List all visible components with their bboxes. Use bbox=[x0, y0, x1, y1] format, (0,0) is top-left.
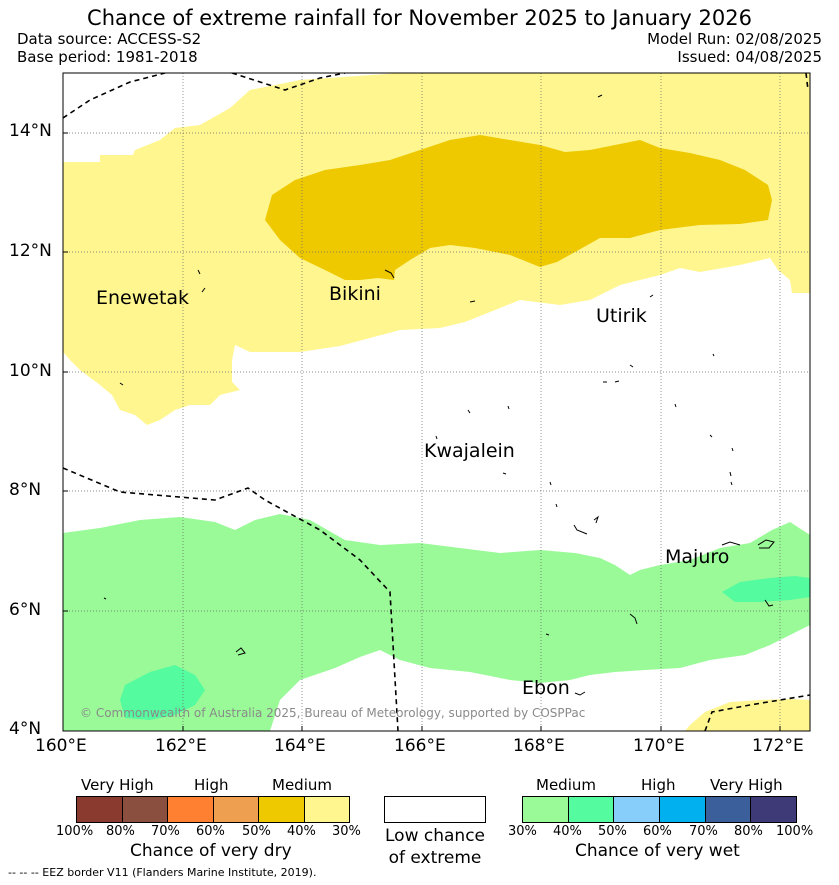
place-label-kwajalein: Kwajalein bbox=[424, 440, 515, 462]
wet-pct-label: 100% bbox=[776, 824, 814, 839]
lon-tick-label: 170°E bbox=[633, 736, 685, 756]
dry-swatch bbox=[122, 797, 168, 822]
dry-pct-label: 80% bbox=[106, 824, 135, 839]
lat-tick-label: 4°N bbox=[9, 719, 42, 739]
lon-tick-label: 166°E bbox=[394, 736, 446, 756]
place-label-utirik: Utirik bbox=[596, 305, 647, 327]
dry-colorbar bbox=[76, 796, 350, 823]
lon-tick-label: 168°E bbox=[513, 736, 565, 756]
dry-swatch bbox=[168, 797, 214, 822]
dry-level-label: Medium bbox=[272, 776, 332, 794]
page-title: Chance of extreme rainfall for November … bbox=[87, 6, 752, 30]
dry-medium-zone-south bbox=[685, 699, 810, 731]
place-label-enewetak: Enewetak bbox=[96, 287, 190, 309]
place-label-ebon: Ebon bbox=[522, 677, 570, 699]
wet-level-label: Medium bbox=[536, 776, 596, 794]
wet-pct-label: 70% bbox=[689, 824, 718, 839]
lat-tick-label: 12°N bbox=[9, 241, 52, 261]
wet-pct-label: 40% bbox=[553, 824, 582, 839]
dry-swatch bbox=[259, 797, 305, 822]
dry-swatch bbox=[213, 797, 259, 822]
wet-pct-label: 30% bbox=[508, 824, 537, 839]
neutral-legend-line2: of extreme bbox=[388, 848, 482, 868]
base-period: Base period: 1981-2018 bbox=[17, 48, 198, 66]
dry-level-label: High bbox=[194, 776, 229, 794]
dry-pct-label: 70% bbox=[151, 824, 180, 839]
dry-high-zone bbox=[265, 135, 772, 280]
dry-legend-title: Chance of very dry bbox=[130, 841, 292, 861]
lat-tick-label: 6°N bbox=[9, 600, 42, 620]
lat-tick-label: 8°N bbox=[9, 480, 42, 500]
dry-swatch bbox=[304, 797, 349, 822]
wet-high-zone-east bbox=[722, 576, 810, 602]
neutral-legend-line1: Low chance bbox=[385, 826, 485, 846]
lon-tick-label: 162°E bbox=[155, 736, 207, 756]
lat-tick-label: 14°N bbox=[9, 121, 52, 141]
issued-date: Issued: 04/08/2025 bbox=[677, 48, 822, 66]
place-label-bikini: Bikini bbox=[329, 283, 381, 305]
dry-pct-label: 50% bbox=[242, 824, 271, 839]
wet-swatch bbox=[568, 797, 615, 822]
dry-level-label: Very High bbox=[81, 776, 154, 794]
dry-swatch bbox=[77, 797, 123, 822]
wet-swatch bbox=[705, 797, 752, 822]
wet-level-label: High bbox=[641, 776, 676, 794]
neutral-swatch bbox=[384, 796, 486, 823]
wet-swatch bbox=[751, 797, 797, 822]
place-label-majuro: Majuro bbox=[665, 546, 730, 568]
wet-colorbar bbox=[522, 796, 797, 823]
wet-legend-title: Chance of very wet bbox=[575, 841, 740, 861]
lon-tick-label: 164°E bbox=[274, 736, 326, 756]
wet-swatch bbox=[614, 797, 661, 822]
lat-tick-label: 10°N bbox=[9, 361, 52, 381]
dry-pct-label: 100% bbox=[56, 824, 94, 839]
eez-border-note: -- -- -- EEZ border V11 (Flanders Marine… bbox=[8, 866, 317, 879]
dry-pct-label: 30% bbox=[332, 824, 361, 839]
wet-swatch bbox=[660, 797, 706, 822]
copyright-notice: © Commonwealth of Australia 2025, Bureau… bbox=[80, 706, 586, 720]
axis-ticks bbox=[63, 132, 781, 731]
lon-tick-label: 172°E bbox=[752, 736, 804, 756]
wet-pct-label: 50% bbox=[598, 824, 627, 839]
dry-pct-label: 60% bbox=[196, 824, 225, 839]
wet-pct-label: 80% bbox=[734, 824, 763, 839]
wet-swatch bbox=[523, 797, 569, 822]
eez-border bbox=[63, 73, 810, 731]
model-run: Model Run: 02/08/2025 bbox=[647, 30, 822, 48]
data-source: Data source: ACCESS-S2 bbox=[17, 30, 202, 48]
map-frame bbox=[62, 72, 811, 732]
dry-pct-label: 40% bbox=[287, 824, 316, 839]
lon-tick-label: 160°E bbox=[35, 736, 87, 756]
wet-medium-zone bbox=[63, 514, 810, 731]
wet-level-label: Very High bbox=[710, 776, 783, 794]
wet-pct-label: 60% bbox=[643, 824, 672, 839]
atoll-outlines bbox=[103, 94, 775, 696]
wet-high-zone-west bbox=[120, 665, 205, 720]
